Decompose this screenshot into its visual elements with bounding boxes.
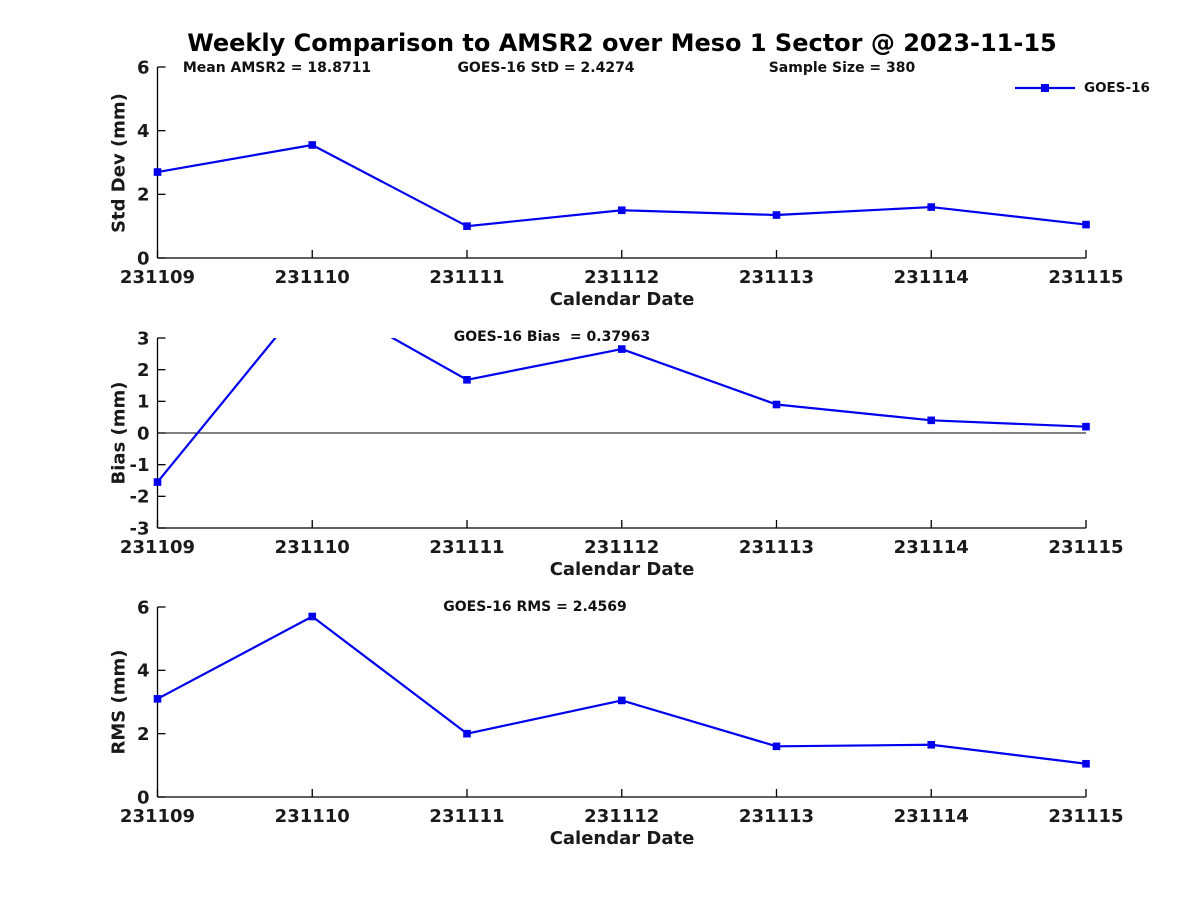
data-point-marker xyxy=(772,742,781,751)
data-point-marker xyxy=(1082,220,1090,229)
data-point-marker xyxy=(617,345,626,353)
x-tick-label: 231110 xyxy=(275,806,350,827)
ylabel-bias: Bias (mm) xyxy=(108,381,130,485)
data-point-marker xyxy=(308,141,317,149)
x-tick-label: 231115 xyxy=(1048,267,1123,288)
legend-line-sample xyxy=(1015,84,1075,92)
x-tick-label: 231111 xyxy=(429,267,504,288)
y-tick-label: 1 xyxy=(137,392,150,413)
xlabel-calendar-date-3: Calendar Date xyxy=(549,828,695,849)
subplot-rms: 0 2 4 6 231109 231110 231111 231112 231113 231114… xyxy=(120,597,1124,827)
y-tick-label: 0 xyxy=(137,248,150,269)
xlabel-calendar-date-2: Calendar Date xyxy=(549,559,695,580)
data-point-marker xyxy=(617,696,626,705)
x-tick-label: 231112 xyxy=(584,806,659,827)
annotation-goes16-std: GOES-16 StD = 2.4274 xyxy=(457,60,635,76)
series-line xyxy=(156,338,1087,483)
y-tick-label: 6 xyxy=(137,57,150,78)
subplot-std-dev: 0 2 4 6 231109 231110 231111 231112 231113 231114… xyxy=(120,57,1124,288)
y-tick-label: -2 xyxy=(130,487,150,508)
data-point-marker xyxy=(927,416,936,425)
legend-label: GOES-16 xyxy=(1084,80,1150,96)
x-tick-label: 231111 xyxy=(429,806,504,827)
data-point-marker xyxy=(927,203,936,211)
data-point-marker xyxy=(617,206,626,215)
x-tick-label: 231115 xyxy=(1048,537,1123,558)
legend: GOES-16 xyxy=(1014,80,1150,96)
y-tick-label: -3 xyxy=(130,518,150,539)
data-point-marker xyxy=(463,222,471,230)
y-tick-label: 2 xyxy=(137,724,150,745)
x-tick-label: 231114 xyxy=(894,537,969,558)
annotation-sample-size: Sample Size = 380 xyxy=(768,60,916,76)
x-tick-label: 231109 xyxy=(120,537,195,558)
data-point-marker xyxy=(308,289,316,297)
x-tick-label: 231112 xyxy=(584,537,659,558)
y-tick-label: 4 xyxy=(137,121,150,142)
x-tick-label: 231113 xyxy=(739,537,814,558)
x-tick-label: 231115 xyxy=(1048,806,1123,827)
y-tick-label: 3 xyxy=(137,328,150,349)
x-tick-label: 231109 xyxy=(120,267,195,288)
y-tick-label: -1 xyxy=(130,455,150,476)
data-point-marker xyxy=(772,400,781,409)
y-tick-label: 4 xyxy=(137,661,150,682)
y-tick-label: 2 xyxy=(137,360,150,381)
y-tick-label: 2 xyxy=(137,185,150,206)
y-tick-label: 0 xyxy=(137,787,150,808)
x-tick-label: 231109 xyxy=(120,806,195,827)
ylabel-std-dev: Std Dev (mm) xyxy=(108,93,130,233)
x-tick-label: 231111 xyxy=(429,537,504,558)
xlabel-calendar-date-1: Calendar Date xyxy=(549,289,695,310)
data-point-marker xyxy=(927,740,936,749)
x-tick-label: 231110 xyxy=(275,267,350,288)
data-point-marker xyxy=(308,612,317,621)
y-tick-label: 0 xyxy=(137,423,150,444)
data-point-marker xyxy=(772,211,781,219)
data-point-marker xyxy=(153,168,162,176)
annotation-goes16-rms: GOES-16 RMS = 2.4569 xyxy=(443,599,627,615)
data-point-marker xyxy=(153,695,162,703)
legend-marker-icon xyxy=(1041,84,1049,92)
figure-title: Weekly Comparison to AMSR2 over Meso 1 S… xyxy=(187,29,1057,57)
x-tick-label: 231113 xyxy=(739,267,814,288)
data-point-marker xyxy=(153,478,162,486)
x-tick-label: 231112 xyxy=(584,267,659,288)
data-point-marker xyxy=(463,376,471,384)
ylabel-rms: RMS (mm) xyxy=(108,649,130,755)
x-tick-label: 231114 xyxy=(894,806,969,827)
data-point-marker xyxy=(463,729,471,738)
x-tick-label: 231114 xyxy=(894,267,969,288)
annotation-mean-amsr2: Mean AMSR2 = 18.8711 xyxy=(182,60,372,76)
x-tick-label: 231110 xyxy=(275,537,350,558)
y-tick-label: 6 xyxy=(137,597,150,618)
data-point-marker xyxy=(1082,759,1090,768)
x-tick-label: 231113 xyxy=(739,806,814,827)
annotation-goes16-bias: GOES-16 Bias = 0.37963 xyxy=(453,329,651,345)
series-line xyxy=(156,615,1087,765)
data-point-marker xyxy=(1082,422,1090,431)
